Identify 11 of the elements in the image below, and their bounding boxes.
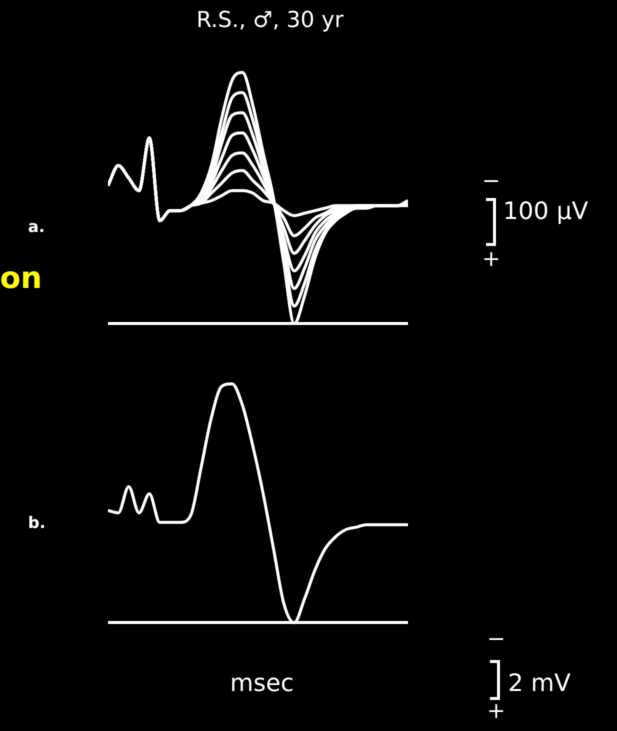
text: b. — [28, 513, 46, 532]
text: + — [487, 699, 506, 724]
text: msec — [230, 669, 294, 697]
chart-title: R.S., ♂, 30 yr — [195, 8, 345, 33]
text: on — [0, 261, 42, 296]
text: a. — [28, 217, 45, 236]
text: + — [482, 247, 500, 272]
text: 2 mV — [508, 669, 571, 697]
text: 100 µV — [503, 197, 588, 225]
text: − — [487, 627, 506, 652]
text: − — [482, 169, 500, 194]
